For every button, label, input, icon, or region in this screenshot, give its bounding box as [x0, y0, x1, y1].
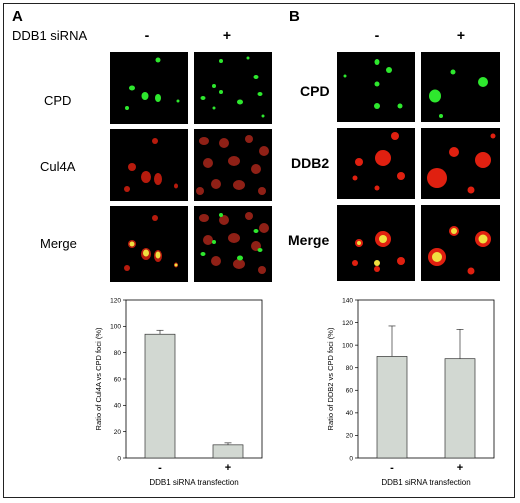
micrograph-a-cpd-control — [110, 52, 188, 124]
micrograph-b-merge-control — [337, 205, 415, 281]
chart-b-bar-1 — [444, 358, 476, 459]
panel-b-letter: B — [289, 8, 300, 25]
figure-frame — [3, 3, 515, 498]
panel-a-letter: A — [12, 8, 23, 25]
chart-a-bar-1 — [212, 444, 244, 459]
chart-b-ytick-label-1: 20 — [346, 433, 354, 440]
micrograph-a-merge-sirna — [194, 206, 272, 282]
chart-a-ytick-label-4: 80 — [114, 350, 122, 357]
panel-a-minus-label: - — [144, 27, 150, 43]
micrograph-a-cul4a-control — [110, 129, 188, 201]
chart-b-svg: 0 20 40 60 80 100 120 140 Ratio of DDB2 vs CPD f… — [326, 297, 495, 487]
chart-b-ytick-label-4: 80 — [346, 365, 354, 372]
chart-a-ytick-label-1: 20 — [114, 429, 122, 436]
chart-b-ytick-label-6: 120 — [342, 320, 353, 327]
micrograph-b-merge-sirna — [421, 205, 500, 281]
chart-a-ytick-label-6: 120 — [110, 297, 121, 304]
panel-b-minus-label: - — [374, 27, 380, 43]
micrograph-a-cpd-sirna — [194, 52, 272, 124]
chart-a: 0 20 40 60 80 100 120 Ratio of Cul4A vs CPD foc… — [78, 292, 268, 495]
panel-a-plus-label: + — [222, 27, 232, 43]
chart-b-ytick-label-0: 0 — [349, 455, 353, 462]
panel-b-row-merge: Merge — [288, 232, 330, 248]
chart-a-ytick-label-5: 100 — [110, 324, 121, 331]
chart-b-category-label-1: + — [457, 462, 463, 474]
chart-a-ylabel: Ratio of Cul4A vs CPD foci (%) — [94, 327, 103, 430]
chart-a-ytick-label-2: 40 — [114, 403, 122, 410]
ddb1-sirna-label: DDB1 siRNA — [12, 28, 88, 43]
chart-b-ytick-label-3: 60 — [346, 388, 354, 395]
chart-a-ytick-label-0: 0 — [117, 455, 121, 462]
chart-b-category-label-0: - — [390, 462, 394, 474]
chart-b-plot-frame — [357, 299, 495, 459]
chart-b-ytick-label-5: 100 — [342, 342, 353, 349]
panel-b-row-cpd: CPD — [300, 83, 330, 99]
chart-b-ytick-label-2: 40 — [346, 410, 354, 417]
chart-a-category-label-0: - — [158, 462, 162, 474]
micrograph-b-ddb2-sirna — [421, 128, 500, 199]
chart-b-ylabel: Ratio of DDB2 vs CPD foci (%) — [326, 327, 335, 430]
micrograph-a-cul4a-sirna — [194, 129, 272, 201]
chart-a-category-label-1: + — [225, 462, 231, 474]
panel-a-row-cul4a: Cul4A — [40, 159, 76, 174]
panel-a-row-merge: Merge — [40, 236, 77, 251]
chart-a-svg: 0 20 40 60 80 100 120 Ratio of Cul4A vs CPD foc… — [94, 297, 263, 487]
chart-a-xlabel: DDB1 siRNA transfection — [149, 478, 238, 487]
panel-b-plus-label: + — [456, 27, 466, 43]
micrograph-b-cpd-sirna — [421, 52, 500, 122]
chart-b: 0 20 40 60 80 100 120 140 Ratio of DDB2 vs CPD f… — [310, 292, 500, 495]
chart-b-bar-0 — [376, 356, 408, 459]
panel-b-row-ddb2: DDB2 — [291, 155, 330, 171]
chart-b-xlabel: DDB1 siRNA transfection — [381, 478, 470, 487]
micrograph-b-ddb2-control — [337, 128, 415, 199]
chart-a-bar-0 — [144, 333, 176, 459]
micrograph-b-cpd-control — [337, 52, 415, 122]
chart-a-ytick-label-3: 60 — [114, 376, 122, 383]
chart-b-ytick-label-7: 140 — [342, 297, 353, 304]
micrograph-a-merge-control — [110, 206, 188, 282]
panel-a-row-cpd: CPD — [44, 93, 72, 108]
